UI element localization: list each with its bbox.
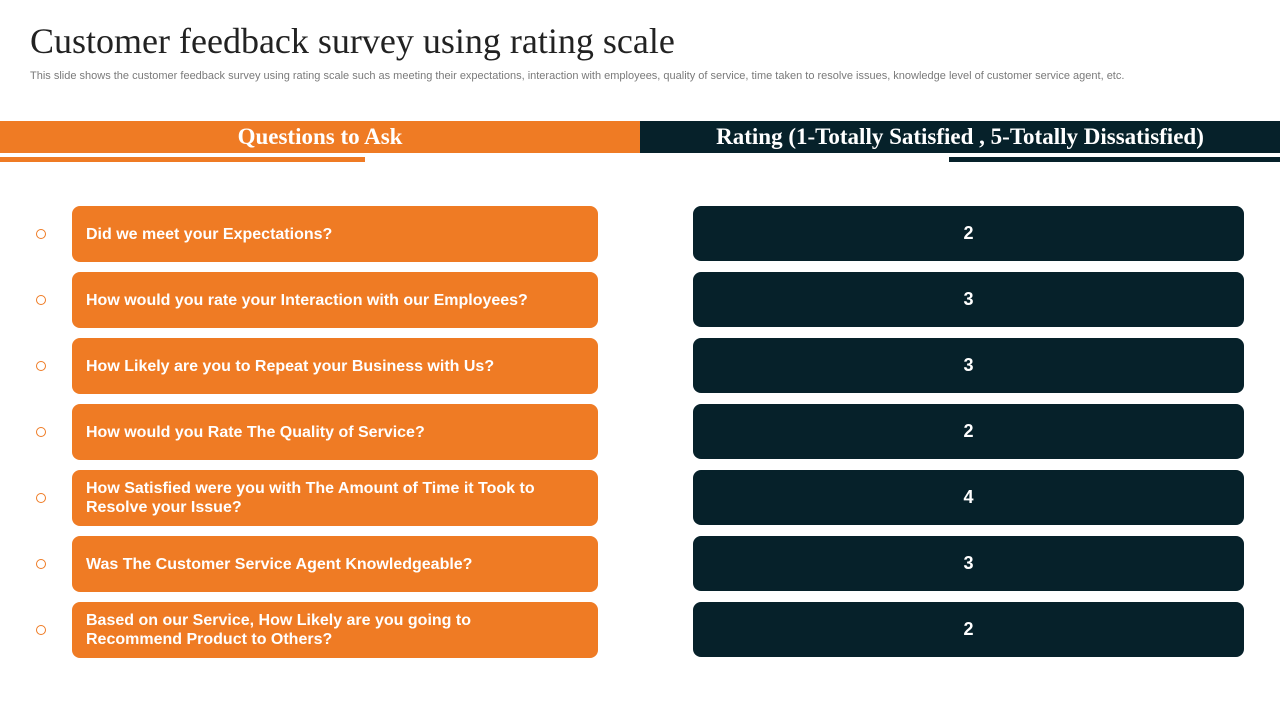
- rating-value: 4: [963, 487, 974, 507]
- rating-value: 3: [963, 553, 974, 573]
- bullet-circle-icon: [36, 229, 46, 239]
- question-box: Did we meet your Expectations?: [72, 206, 598, 262]
- question-text: How would you Rate The Quality of Servic…: [86, 423, 425, 441]
- question-text: Based on our Service, How Likely are you…: [86, 612, 471, 648]
- page-title: Customer feedback survey using rating sc…: [30, 21, 675, 61]
- question-box: How would you Rate The Quality of Servic…: [72, 404, 598, 460]
- rating-box: 2: [693, 404, 1244, 459]
- survey-row: Was The Customer Service Agent Knowledge…: [0, 536, 1280, 592]
- question-text: Did we meet your Expectations?: [86, 225, 333, 243]
- bullet-circle-icon: [36, 559, 46, 569]
- question-box: How Likely are you to Repeat your Busine…: [72, 338, 598, 394]
- survey-row: How Satisfied were you with The Amount o…: [0, 470, 1280, 526]
- question-text: How Satisfied were you with The Amount o…: [86, 480, 535, 516]
- bullet-circle-icon: [36, 427, 46, 437]
- rating-box: 3: [693, 272, 1244, 327]
- page-subtitle: This slide shows the customer feedback s…: [30, 70, 1125, 82]
- rating-value: 3: [963, 355, 974, 375]
- bullet-circle-icon: [36, 493, 46, 503]
- rating-value: 2: [963, 421, 974, 441]
- questions-header-underline: [0, 157, 365, 162]
- question-text: Was The Customer Service Agent Knowledge…: [86, 555, 473, 573]
- question-text: How Likely are you to Repeat your Busine…: [86, 357, 495, 375]
- survey-row: How would you rate your Interaction with…: [0, 272, 1280, 328]
- question-box: Based on our Service, How Likely are you…: [72, 602, 598, 658]
- rating-header-label: Rating (1-Totally Satisfied , 5-Totally …: [716, 124, 1204, 149]
- question-box: How would you rate your Interaction with…: [72, 272, 598, 328]
- rating-header-underline: [949, 157, 1280, 162]
- question-box: Was The Customer Service Agent Knowledge…: [72, 536, 598, 592]
- rating-header: Rating (1-Totally Satisfied , 5-Totally …: [640, 121, 1280, 153]
- questions-header-label: Questions to Ask: [237, 124, 403, 149]
- survey-row: How would you Rate The Quality of Servic…: [0, 404, 1280, 460]
- question-text: How would you rate your Interaction with…: [86, 291, 528, 309]
- rating-box: 2: [693, 206, 1244, 261]
- question-box: How Satisfied were you with The Amount o…: [72, 470, 598, 526]
- bullet-circle-icon: [36, 295, 46, 305]
- rating-box: 4: [693, 470, 1244, 525]
- bullet-circle-icon: [36, 361, 46, 371]
- rating-value: 2: [963, 223, 974, 243]
- rating-value: 3: [963, 289, 974, 309]
- rating-box: 3: [693, 536, 1244, 591]
- survey-row: Did we meet your Expectations? 2: [0, 206, 1280, 262]
- rating-box: 3: [693, 338, 1244, 393]
- questions-header: Questions to Ask: [0, 121, 640, 153]
- bullet-circle-icon: [36, 625, 46, 635]
- rating-box: 2: [693, 602, 1244, 657]
- survey-row: How Likely are you to Repeat your Busine…: [0, 338, 1280, 394]
- survey-row: Based on our Service, How Likely are you…: [0, 602, 1280, 658]
- rating-value: 2: [963, 619, 974, 639]
